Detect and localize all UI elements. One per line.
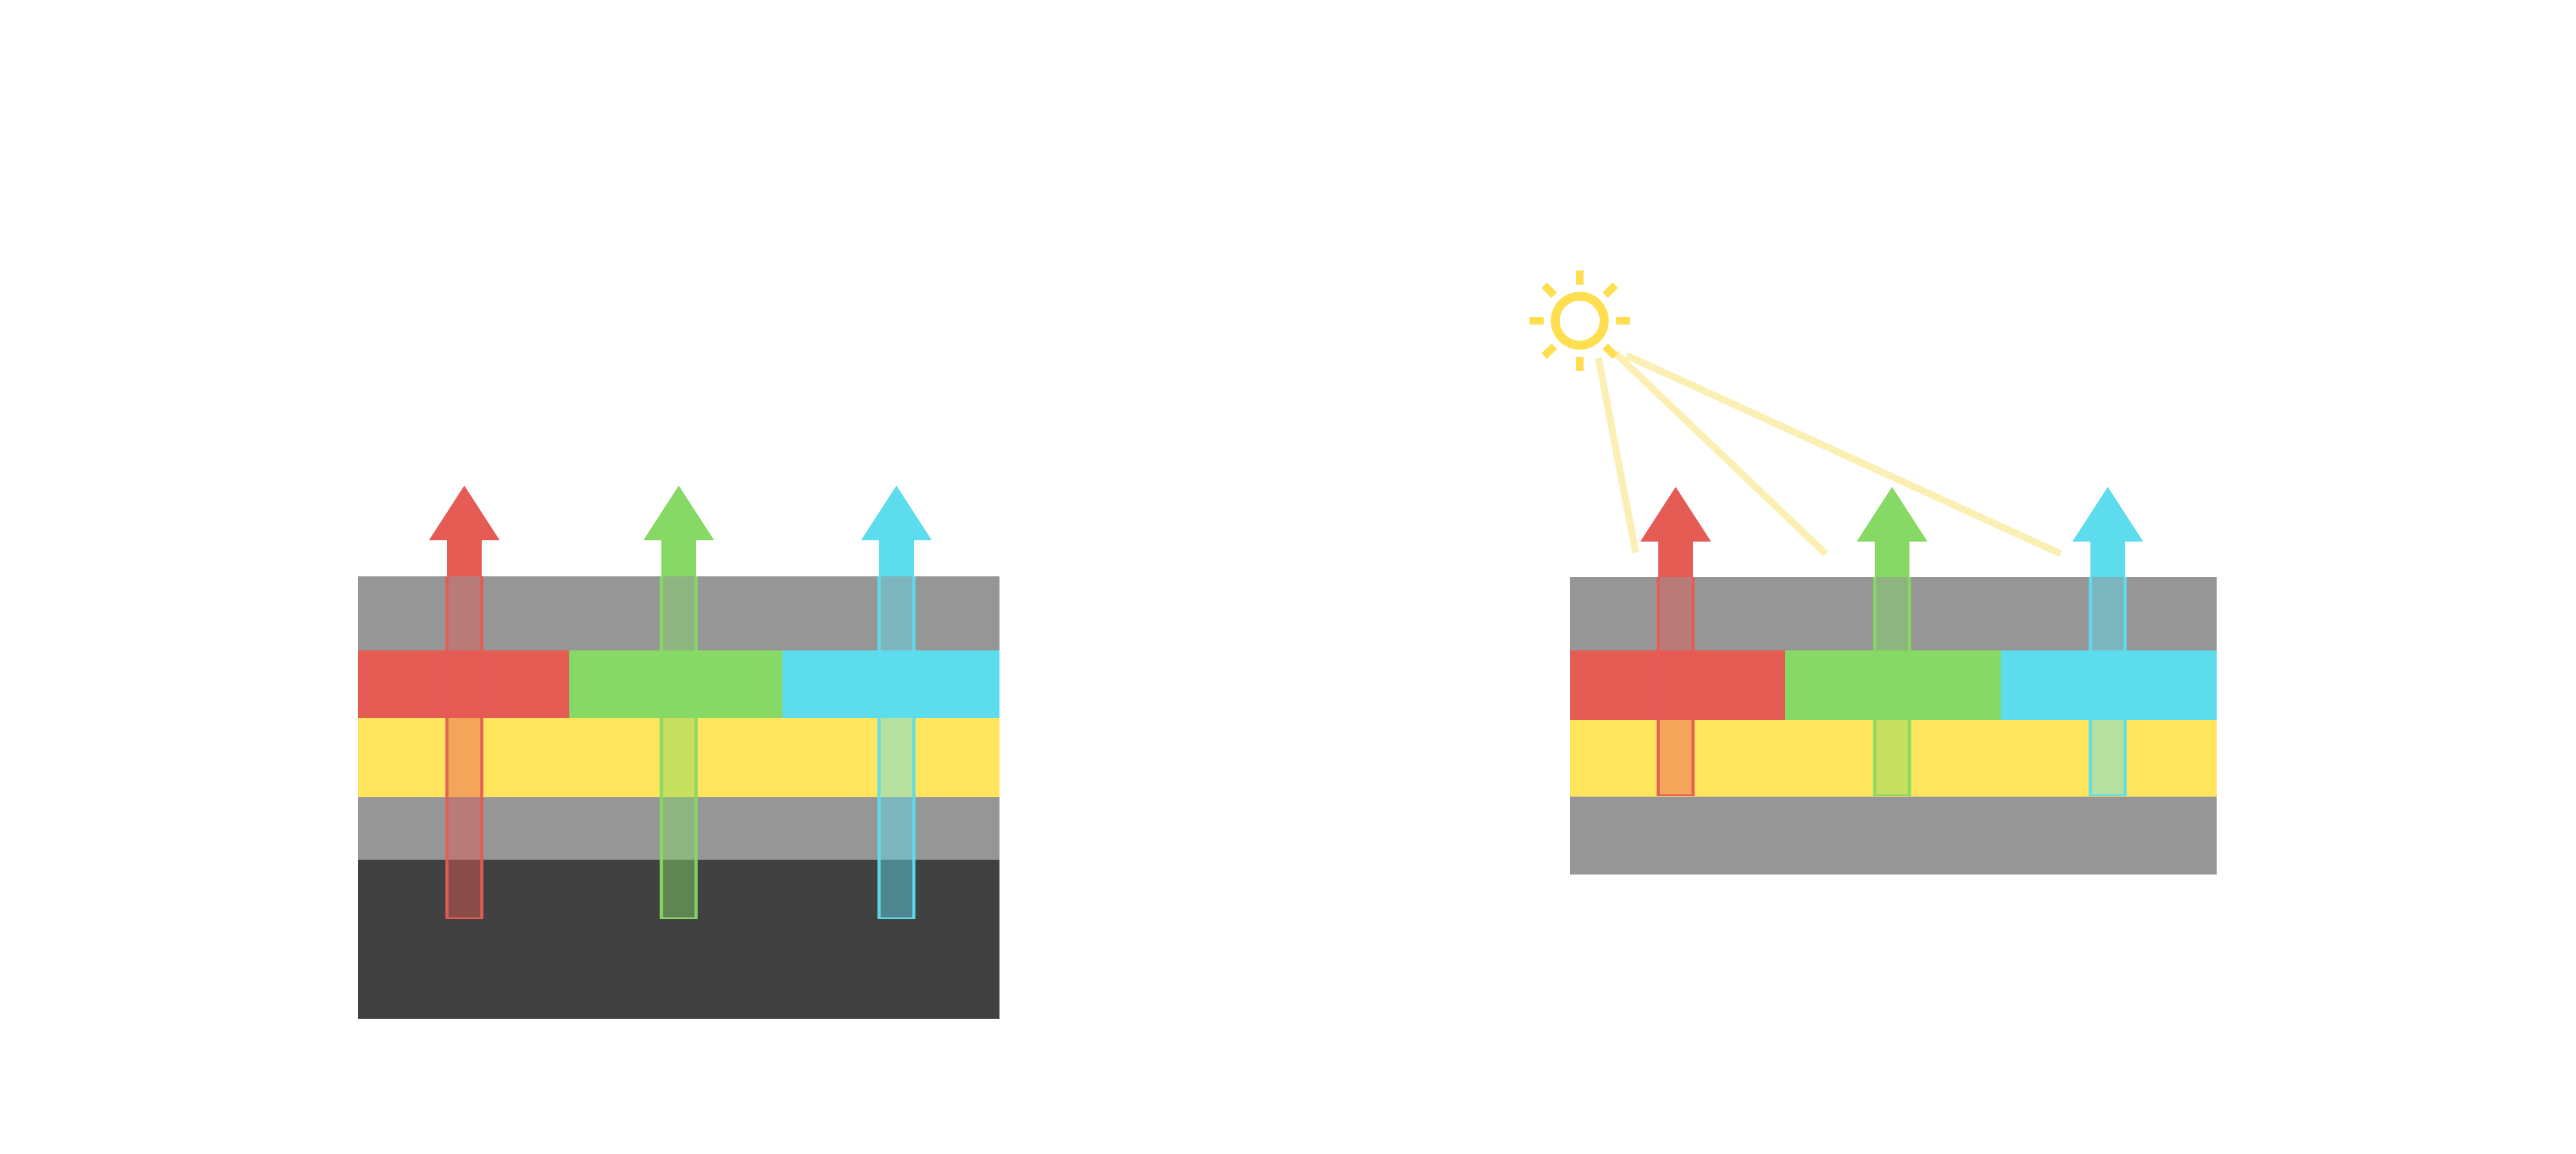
arrows-inside-stack [1656,577,2127,796]
color-filter-layer [358,650,999,718]
red-emission-arrow-translucent-shaft [445,576,484,919]
sun-ray-spoke [1541,282,1557,298]
green-filter [1785,650,2001,720]
lower-gray-layer [1570,797,2217,875]
green-filter [569,650,782,718]
green-emission-arrow-translucent-shaft [659,576,698,919]
sun-ring [1551,292,1609,350]
emitting-stack-with-sun [1530,270,2217,875]
red-emission-arrow-solid-head [1640,487,1711,577]
sun-icon [1530,270,1630,371]
green-emission-arrow-solid-head [643,486,714,576]
arrows-inside-stack [445,576,916,919]
yellow-layer [358,718,999,797]
layer-stack [1570,577,2217,875]
cyan-emission-arrow-translucent-shaft [2088,577,2127,796]
red-filter [1570,650,1785,720]
color-filter-layer [1570,650,2217,720]
sun-ray-1 [1595,357,1640,554]
green-emission-arrow-solid-head [1857,487,1927,577]
arrows-above-stack [429,486,932,576]
dark-substrate-layer [358,860,999,1019]
red-emission-arrow-translucent-shaft [1656,577,1695,796]
sun-ray-spoke [1602,282,1618,298]
arrows-above-stack [1640,487,2143,577]
yellow-layer [1570,720,2217,797]
cyan-filter [782,650,999,718]
light-rays [1595,350,2063,558]
cyan-emission-arrow-solid-head [861,486,932,576]
layer-stack [358,576,999,1019]
lower-gray-layer [358,797,999,860]
emitting-stack-no-sun [358,486,999,1019]
cyan-filter [2001,650,2217,720]
cyan-emission-arrow-translucent-shaft [877,576,916,919]
red-emission-arrow-solid-head [429,486,500,576]
red-filter [358,650,569,718]
top-gray-layer [358,576,999,650]
top-gray-layer [1570,577,2217,650]
sun-ray-spoke [1541,343,1557,359]
sun-ray-2 [1613,350,1828,556]
cyan-emission-arrow-solid-head [2072,487,2143,577]
sun-ray-spoke [1602,343,1618,359]
green-emission-arrow-translucent-shaft [1873,577,1911,796]
sun-ray-3 [1625,352,2063,558]
